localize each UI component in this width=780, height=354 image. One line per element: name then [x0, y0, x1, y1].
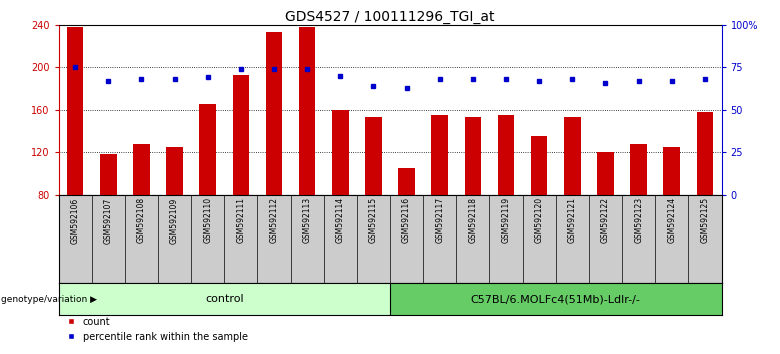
Bar: [166, 147, 183, 195]
Text: GSM592123: GSM592123: [634, 198, 644, 244]
Text: genotype/variation ▶: genotype/variation ▶: [1, 295, 97, 304]
Text: GSM592115: GSM592115: [369, 198, 378, 244]
Bar: [664, 147, 680, 195]
Text: C57BL/6.MOLFc4(51Mb)-Ldlr-/-: C57BL/6.MOLFc4(51Mb)-Ldlr-/-: [471, 294, 640, 304]
Text: GSM592121: GSM592121: [568, 198, 577, 243]
Text: GSM592109: GSM592109: [170, 198, 179, 244]
Text: GSM592110: GSM592110: [203, 198, 212, 244]
Text: GSM592124: GSM592124: [667, 198, 676, 244]
Text: control: control: [205, 294, 243, 304]
Bar: [67, 27, 83, 195]
Bar: [531, 136, 548, 195]
Bar: [564, 117, 580, 195]
Bar: [390, 283, 722, 315]
Bar: [232, 75, 249, 195]
Title: GDS4527 / 100111296_TGI_at: GDS4527 / 100111296_TGI_at: [285, 10, 495, 24]
Bar: [697, 112, 713, 195]
Text: GSM592118: GSM592118: [468, 198, 477, 243]
Legend: count, percentile rank within the sample: count, percentile rank within the sample: [63, 313, 252, 346]
Bar: [431, 115, 448, 195]
Text: GSM592108: GSM592108: [136, 198, 146, 244]
Bar: [498, 115, 514, 195]
Bar: [332, 110, 349, 195]
Bar: [465, 117, 481, 195]
Text: GSM592122: GSM592122: [601, 198, 610, 243]
Text: GSM592114: GSM592114: [335, 198, 345, 244]
Bar: [365, 117, 381, 195]
Text: GSM592113: GSM592113: [303, 198, 312, 244]
Bar: [299, 27, 315, 195]
Text: GSM592106: GSM592106: [70, 198, 80, 244]
Bar: [597, 152, 614, 195]
Text: GSM592112: GSM592112: [269, 198, 278, 243]
Text: GSM592111: GSM592111: [236, 198, 246, 243]
Text: GSM592107: GSM592107: [104, 198, 113, 244]
Bar: [630, 144, 647, 195]
Text: GSM592120: GSM592120: [534, 198, 544, 244]
Bar: [100, 154, 116, 195]
Bar: [200, 104, 216, 195]
Text: GSM592125: GSM592125: [700, 198, 710, 244]
Bar: [266, 32, 282, 195]
Bar: [58, 283, 390, 315]
Text: GSM592116: GSM592116: [402, 198, 411, 244]
Text: GSM592119: GSM592119: [502, 198, 511, 244]
Text: GSM592117: GSM592117: [435, 198, 445, 244]
Bar: [133, 144, 150, 195]
Bar: [399, 168, 415, 195]
